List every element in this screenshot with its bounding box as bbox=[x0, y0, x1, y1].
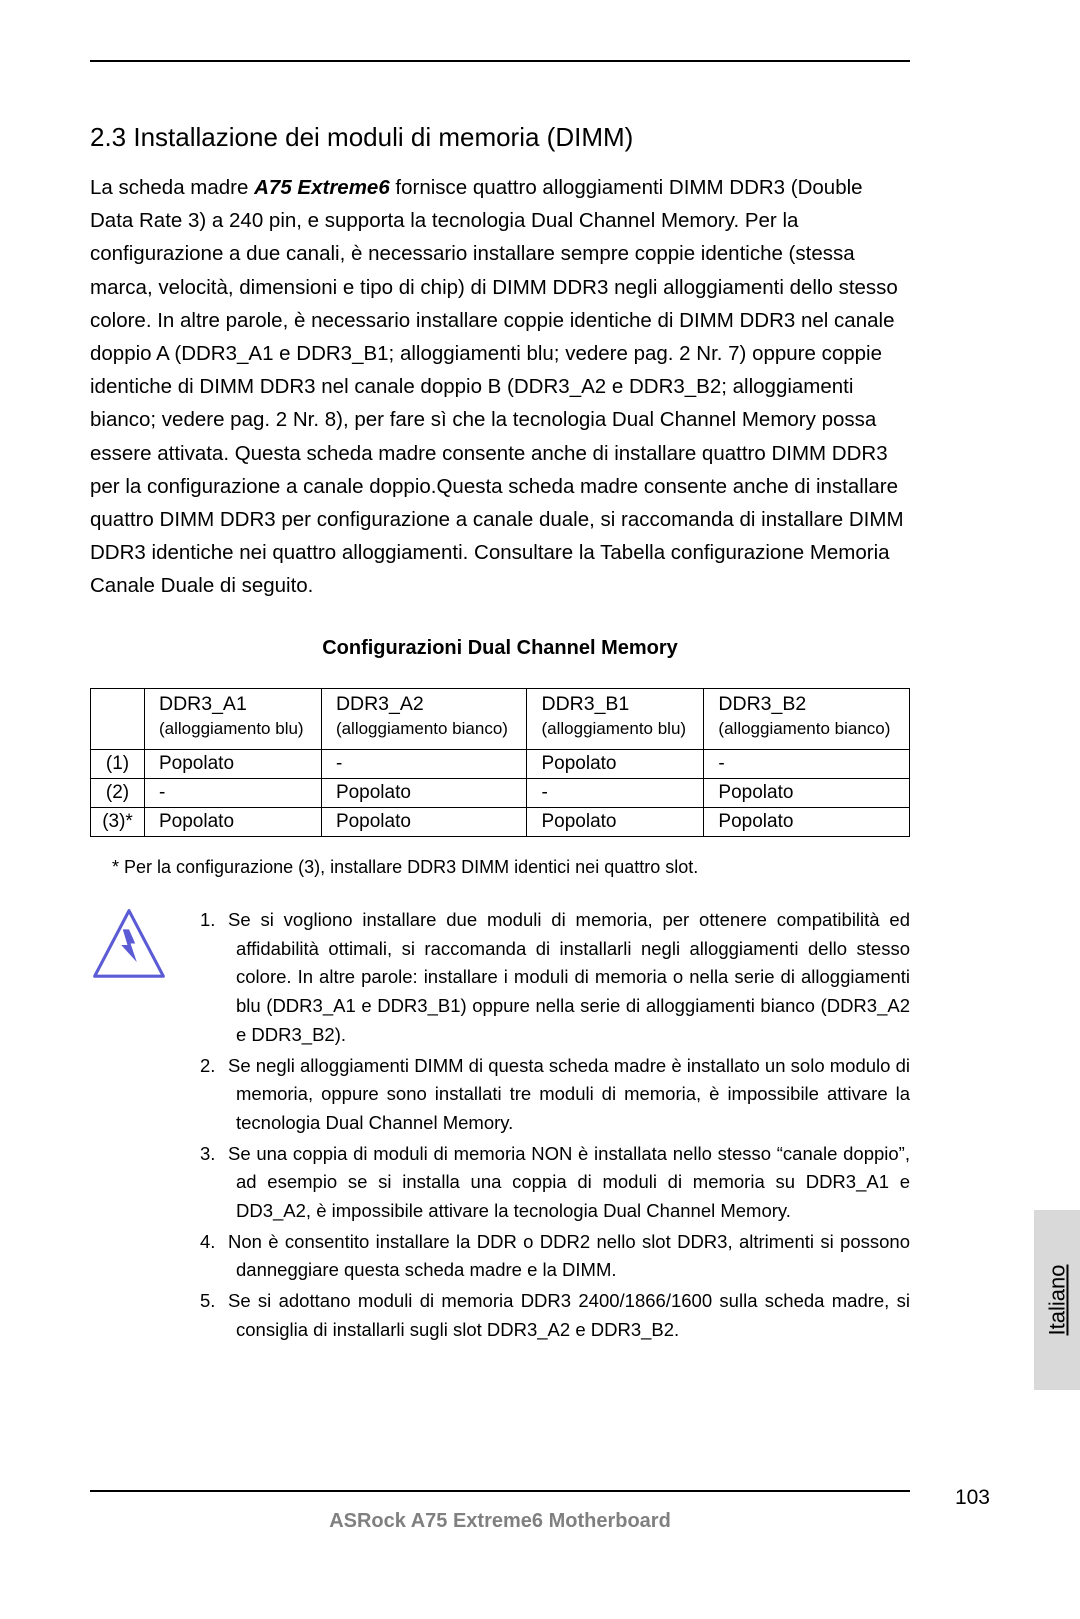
table-row: (1) Popolato - Popolato - bbox=[91, 750, 910, 779]
list-item: 5.Se si adottano moduli di memoria DDR3 … bbox=[200, 1287, 910, 1344]
li-text: Se una coppia di moduli di memoria NON è… bbox=[228, 1143, 910, 1221]
cell: Popolato bbox=[321, 808, 527, 837]
section-title: 2.3 Installazione dei moduli di memoria … bbox=[90, 122, 990, 153]
language-label: Italiano bbox=[1044, 1265, 1070, 1336]
li-text: Se si vogliono installare due moduli di … bbox=[228, 909, 910, 1045]
intro-paragraph: La scheda madre A75 Extreme6 fornisce qu… bbox=[90, 171, 910, 603]
table-row: (2) - Popolato - Popolato bbox=[91, 779, 910, 808]
th-sub: (alloggiamento blu) bbox=[159, 716, 311, 746]
table-corner bbox=[91, 688, 145, 750]
cell: Popolato bbox=[527, 750, 704, 779]
th-main: DDR3_B1 bbox=[541, 687, 629, 717]
table-footnote: * Per la configurazione (3), installare … bbox=[90, 857, 910, 878]
cell: Popolato bbox=[704, 779, 910, 808]
cell: Popolato bbox=[145, 750, 322, 779]
cell: - bbox=[704, 750, 910, 779]
intro-pre: La scheda madre bbox=[90, 176, 254, 199]
cell: - bbox=[527, 779, 704, 808]
cell: - bbox=[321, 750, 527, 779]
cell: - bbox=[145, 779, 322, 808]
row-num: (1) bbox=[91, 750, 145, 779]
cell: Popolato bbox=[527, 808, 704, 837]
th-sub: (alloggiamento bianco) bbox=[336, 716, 517, 746]
table-row: (3)* Popolato Popolato Popolato Popolato bbox=[91, 808, 910, 837]
notice-block: 1.Se si vogliono installare due moduli d… bbox=[90, 906, 910, 1346]
row-num: (2) bbox=[91, 779, 145, 808]
li-text: Se si adottano moduli di memoria DDR3 24… bbox=[228, 1290, 910, 1340]
th-main: DDR3_A2 bbox=[336, 687, 424, 717]
warning-icon bbox=[90, 906, 200, 989]
table-header: DDR3_A2 (alloggiamento bianco) bbox=[321, 688, 527, 750]
table-header-row: DDR3_A1 (alloggiamento blu) DDR3_A2 (all… bbox=[91, 688, 910, 750]
li-text: Se negli alloggiamenti DIMM di questa sc… bbox=[228, 1055, 910, 1133]
row-num: (3)* bbox=[91, 808, 145, 837]
cell: Popolato bbox=[321, 779, 527, 808]
table-title: Configurazioni Dual Channel Memory bbox=[90, 637, 910, 660]
product-name: A75 Extreme6 bbox=[254, 176, 390, 199]
table-header: DDR3_A1 (alloggiamento blu) bbox=[145, 688, 322, 750]
cell: Popolato bbox=[145, 808, 322, 837]
th-main: DDR3_B2 bbox=[718, 687, 806, 717]
footer-text: ASRock A75 Extreme6 Motherboard bbox=[90, 1510, 910, 1533]
language-tab: Italiano bbox=[1034, 1210, 1080, 1390]
list-item: 2.Se negli alloggiamenti DIMM di questa … bbox=[200, 1052, 910, 1138]
li-text: Non è consentito installare la DDR o DDR… bbox=[228, 1231, 910, 1281]
top-rule bbox=[90, 60, 910, 62]
table-header: DDR3_B2 (alloggiamento bianco) bbox=[704, 688, 910, 750]
page-number: 103 bbox=[955, 1486, 990, 1510]
list-item: 4.Non è consentito installare la DDR o D… bbox=[200, 1228, 910, 1285]
list-item: 3.Se una coppia di moduli di memoria NON… bbox=[200, 1140, 910, 1226]
notice-text: 1.Se si vogliono installare due moduli d… bbox=[200, 906, 910, 1346]
page-footer: 103 ASRock A75 Extreme6 Motherboard bbox=[90, 1490, 1010, 1533]
th-sub: (alloggiamento bianco) bbox=[718, 716, 899, 746]
config-table: DDR3_A1 (alloggiamento blu) DDR3_A2 (all… bbox=[90, 688, 910, 838]
page-content: 2.3 Installazione dei moduli di memoria … bbox=[90, 60, 990, 1346]
cell: Popolato bbox=[704, 808, 910, 837]
th-sub: (alloggiamento blu) bbox=[541, 716, 693, 746]
table-header: DDR3_B1 (alloggiamento blu) bbox=[527, 688, 704, 750]
intro-post: fornisce quattro alloggiamenti DIMM DDR3… bbox=[90, 176, 904, 597]
footer-rule bbox=[90, 1490, 910, 1492]
th-main: DDR3_A1 bbox=[159, 687, 247, 717]
list-item: 1.Se si vogliono installare due moduli d… bbox=[200, 906, 910, 1049]
